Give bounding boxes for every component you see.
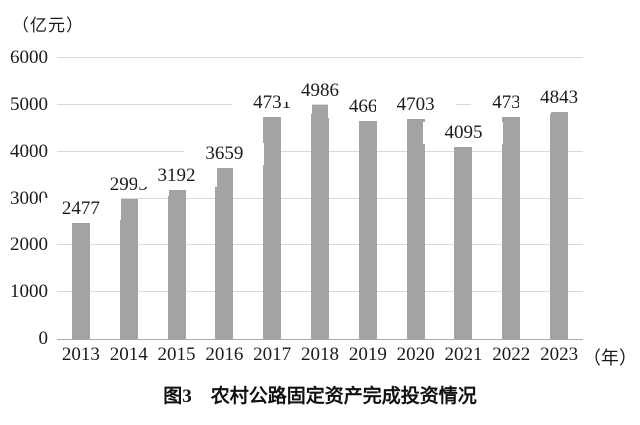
- x-tick-label: 2014: [109, 344, 148, 365]
- bar: [406, 118, 425, 339]
- y-tick-label: 0: [38, 328, 49, 349]
- bar-value-label: 3192: [136, 164, 217, 187]
- x-tick-label: 2020: [396, 344, 435, 365]
- bar-value-label: 4703: [375, 93, 456, 116]
- y-tick-label: 4000: [10, 140, 48, 162]
- bar: [550, 112, 569, 339]
- figure-caption: 图3 农村公路固定资产完成投资情况: [163, 386, 477, 407]
- bar: [311, 105, 329, 339]
- y-tick-label: 6000: [10, 47, 48, 68]
- x-axis-line: [57, 339, 583, 340]
- x-axis-unit-label: （年）: [583, 348, 637, 368]
- x-tick-label: 2021: [444, 344, 483, 365]
- x-tick-label: 2015: [157, 344, 196, 365]
- y-tick-label: 1000: [10, 281, 48, 303]
- x-tick-label: 2023: [540, 344, 579, 365]
- bar: [454, 147, 473, 339]
- x-tick-label: 2013: [61, 344, 100, 365]
- bar-value-label: 2477: [40, 197, 121, 220]
- y-tick-label: 3000: [10, 187, 48, 209]
- x-tick-label: 2016: [205, 344, 244, 365]
- bar: [502, 117, 521, 339]
- x-tick-label: 2017: [253, 344, 292, 365]
- bar: [358, 120, 377, 339]
- y-tick-label: 5000: [10, 93, 48, 115]
- x-tick-label: 2022: [492, 344, 531, 365]
- bar: [71, 222, 90, 339]
- gridline: [57, 57, 583, 58]
- bar: [119, 198, 138, 339]
- x-tick-label: 2018: [301, 344, 339, 365]
- x-tick-label: 2019: [348, 344, 387, 365]
- bar-value-label: 3659: [184, 142, 265, 165]
- y-axis-unit-label: （亿元）: [12, 16, 84, 35]
- bar: [263, 117, 282, 339]
- bar: [215, 167, 234, 339]
- bar-value-label: 4843: [519, 87, 600, 110]
- bar: [167, 189, 186, 339]
- plot-area: 0 1000 2000 3000 4000 5000 6000 2477 2013 2995 201…: [10, 47, 600, 365]
- y-tick-label: 2000: [10, 234, 48, 256]
- bar-value-label: 4095: [423, 122, 504, 145]
- gridline: [57, 103, 583, 105]
